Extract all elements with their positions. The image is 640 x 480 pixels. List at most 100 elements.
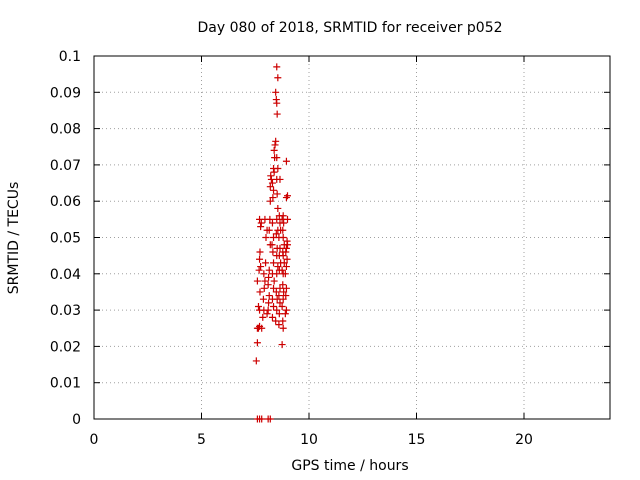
data-point — [265, 266, 273, 274]
x-tick-label: 15 — [408, 432, 426, 448]
data-point — [261, 277, 269, 285]
data-point — [274, 263, 282, 271]
data-point — [282, 194, 290, 202]
data-point — [279, 226, 287, 234]
x-tick-label: 10 — [300, 432, 318, 448]
data-point — [278, 341, 286, 349]
data-point — [282, 244, 290, 252]
data-point — [279, 317, 287, 325]
data-point — [272, 96, 280, 104]
y-tick-label: 0.05 — [50, 231, 81, 247]
y-tick-label: 0.08 — [50, 122, 81, 138]
x-tick-label: 0 — [90, 432, 99, 448]
data-point — [268, 313, 276, 321]
data-point — [276, 244, 284, 252]
data-point — [281, 310, 289, 318]
data-point — [260, 270, 268, 278]
data-point — [284, 192, 291, 200]
plot-frame — [93, 55, 611, 420]
data-point — [265, 273, 273, 281]
data-point — [273, 110, 281, 118]
data-point — [273, 190, 281, 198]
data-point — [264, 306, 272, 314]
chart-title: Day 080 of 2018, SRMTID for receiver p05… — [197, 20, 502, 36]
data-point — [270, 186, 278, 194]
data-point — [276, 175, 284, 183]
x-axis-label: GPS time / hours — [291, 458, 408, 474]
data-point — [265, 226, 273, 234]
data-point — [278, 266, 286, 274]
data-point — [266, 215, 274, 223]
y-tick-label: 0.02 — [50, 339, 81, 355]
data-point — [280, 259, 288, 267]
data-point — [253, 339, 261, 347]
data-point — [266, 183, 274, 191]
data-point — [256, 288, 264, 296]
data-point — [270, 284, 278, 292]
data-point — [283, 237, 291, 245]
data-point — [258, 324, 266, 332]
data-point — [272, 288, 280, 296]
data-point — [270, 259, 278, 267]
x-tick-label: 5 — [197, 432, 206, 448]
y-tick-label: 0.03 — [50, 303, 81, 319]
data-point — [278, 302, 286, 310]
data-point — [255, 266, 263, 274]
data-point — [280, 219, 288, 227]
data-point — [259, 313, 267, 321]
data-point — [262, 259, 270, 267]
data-point — [267, 172, 275, 180]
data-point — [273, 270, 281, 278]
data-point — [265, 299, 273, 307]
data-point — [253, 277, 261, 285]
data-point — [284, 215, 291, 223]
data-points — [252, 63, 291, 423]
data-point — [283, 255, 291, 263]
y-tick-label: 0.1 — [59, 49, 81, 65]
data-point — [272, 230, 280, 238]
data-point — [259, 295, 267, 303]
data-point — [279, 212, 287, 220]
data-point — [257, 223, 265, 231]
data-point — [270, 168, 278, 176]
data-point — [270, 146, 278, 154]
axis-ticks — [93, 55, 610, 420]
data-point — [269, 248, 277, 256]
data-point — [282, 248, 290, 256]
y-tick-label: 0.07 — [50, 158, 81, 174]
data-point — [271, 141, 279, 149]
data-point — [260, 284, 268, 292]
data-point — [274, 74, 282, 82]
y-tick-label: 0.06 — [50, 194, 81, 210]
data-point — [268, 179, 276, 187]
data-point — [272, 317, 280, 325]
data-point — [256, 255, 264, 263]
data-point — [268, 219, 276, 227]
data-point — [262, 234, 270, 241]
data-point — [276, 299, 284, 307]
data-point — [254, 302, 262, 310]
data-point — [279, 281, 287, 289]
data-point — [256, 248, 264, 256]
data-point — [281, 270, 289, 278]
data-point — [252, 357, 260, 365]
data-point — [282, 306, 290, 314]
data-point — [276, 284, 284, 292]
data-point — [275, 310, 283, 318]
data-point — [268, 241, 276, 249]
data-point — [273, 154, 281, 162]
data-point — [274, 165, 282, 173]
data-point — [272, 88, 280, 96]
data-point — [275, 321, 283, 329]
data-point — [263, 310, 271, 318]
x-tick-label: 20 — [515, 432, 533, 448]
data-point — [282, 284, 290, 292]
data-point — [264, 281, 272, 289]
y-tick-label: 0.04 — [50, 267, 81, 283]
data-point — [270, 302, 278, 310]
data-point — [282, 263, 290, 271]
data-point — [265, 292, 273, 300]
data-point — [279, 295, 287, 303]
data-point — [258, 415, 266, 423]
